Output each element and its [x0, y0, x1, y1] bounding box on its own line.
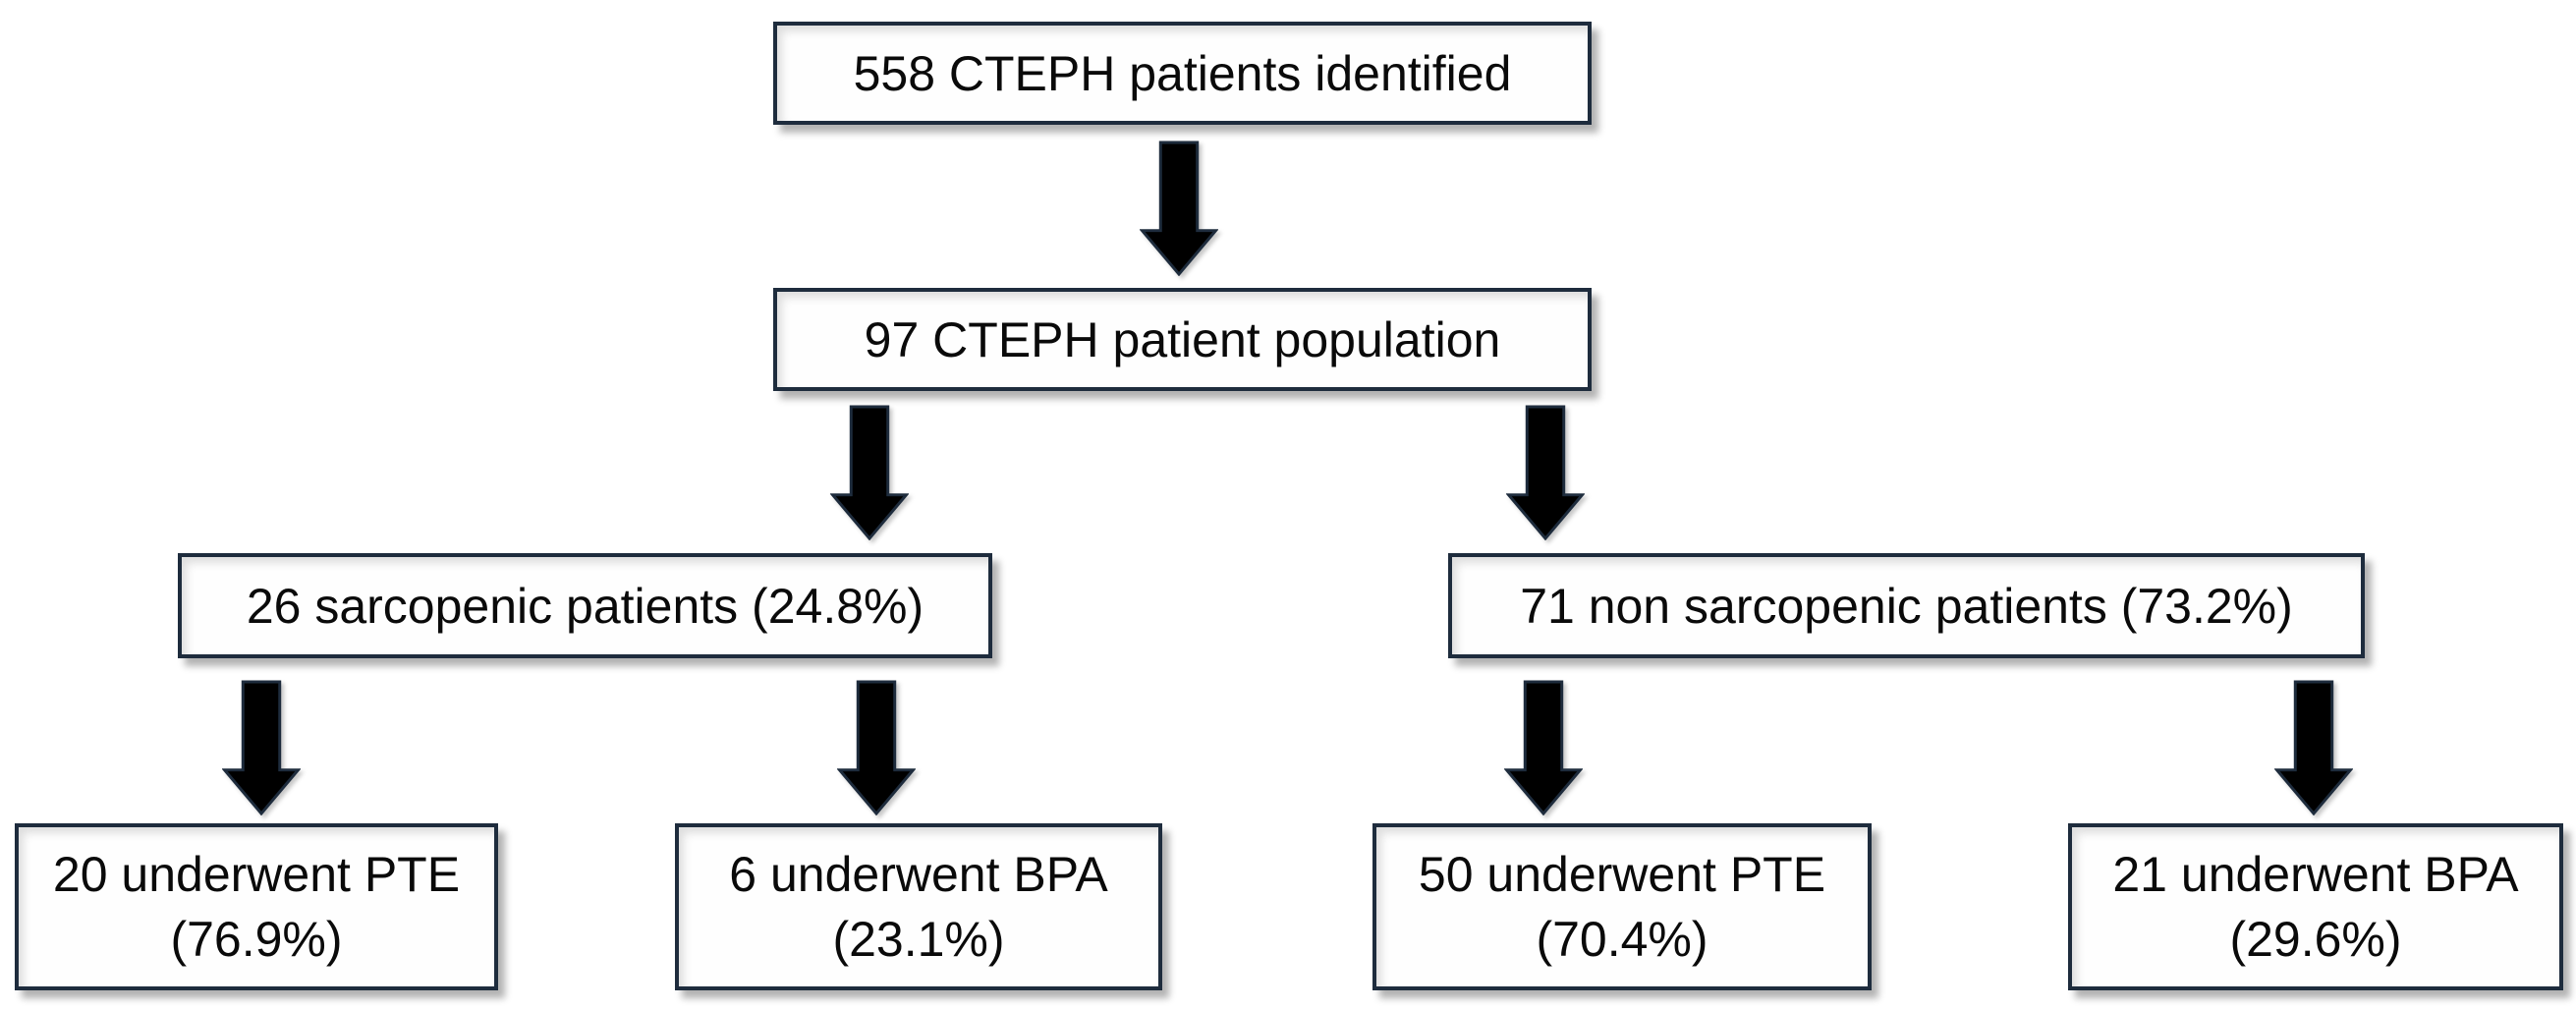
- arrow-non-sarcopenic-to-pte: [1504, 680, 1583, 815]
- down-arrow-icon: [2274, 680, 2353, 815]
- arrow-population-to-sarcopenic: [830, 405, 909, 540]
- arrow-sarcopenic-to-bpa: [837, 680, 916, 815]
- down-arrow-icon: [1506, 405, 1585, 540]
- node-sarcopenic: 26 sarcopenic patients (24.8%): [178, 553, 992, 658]
- node-cteph-identified: 558 CTEPH patients identified: [773, 22, 1592, 125]
- down-arrow-icon: [1140, 140, 1218, 276]
- down-arrow-icon: [222, 680, 301, 815]
- node-non-sarcopenic-pte: 50 underwent PTE (70.4%): [1372, 823, 1872, 990]
- down-arrow-icon: [837, 680, 916, 815]
- node-non-sarcopenic: 71 non sarcopenic patients (73.2%): [1448, 553, 2365, 658]
- arrow-population-to-non-sarcopenic: [1506, 405, 1585, 540]
- arrow-sarcopenic-to-pte: [222, 680, 301, 815]
- arrow-identified-to-population: [1140, 140, 1218, 276]
- down-arrow-icon: [830, 405, 909, 540]
- node-sarcopenic-bpa: 6 underwent BPA (23.1%): [675, 823, 1162, 990]
- arrow-non-sarcopenic-to-bpa: [2274, 680, 2353, 815]
- down-arrow-icon: [1504, 680, 1583, 815]
- node-sarcopenic-pte: 20 underwent PTE (76.9%): [15, 823, 498, 990]
- node-non-sarcopenic-bpa: 21 underwent BPA (29.6%): [2068, 823, 2563, 990]
- node-cteph-population: 97 CTEPH patient population: [773, 288, 1592, 391]
